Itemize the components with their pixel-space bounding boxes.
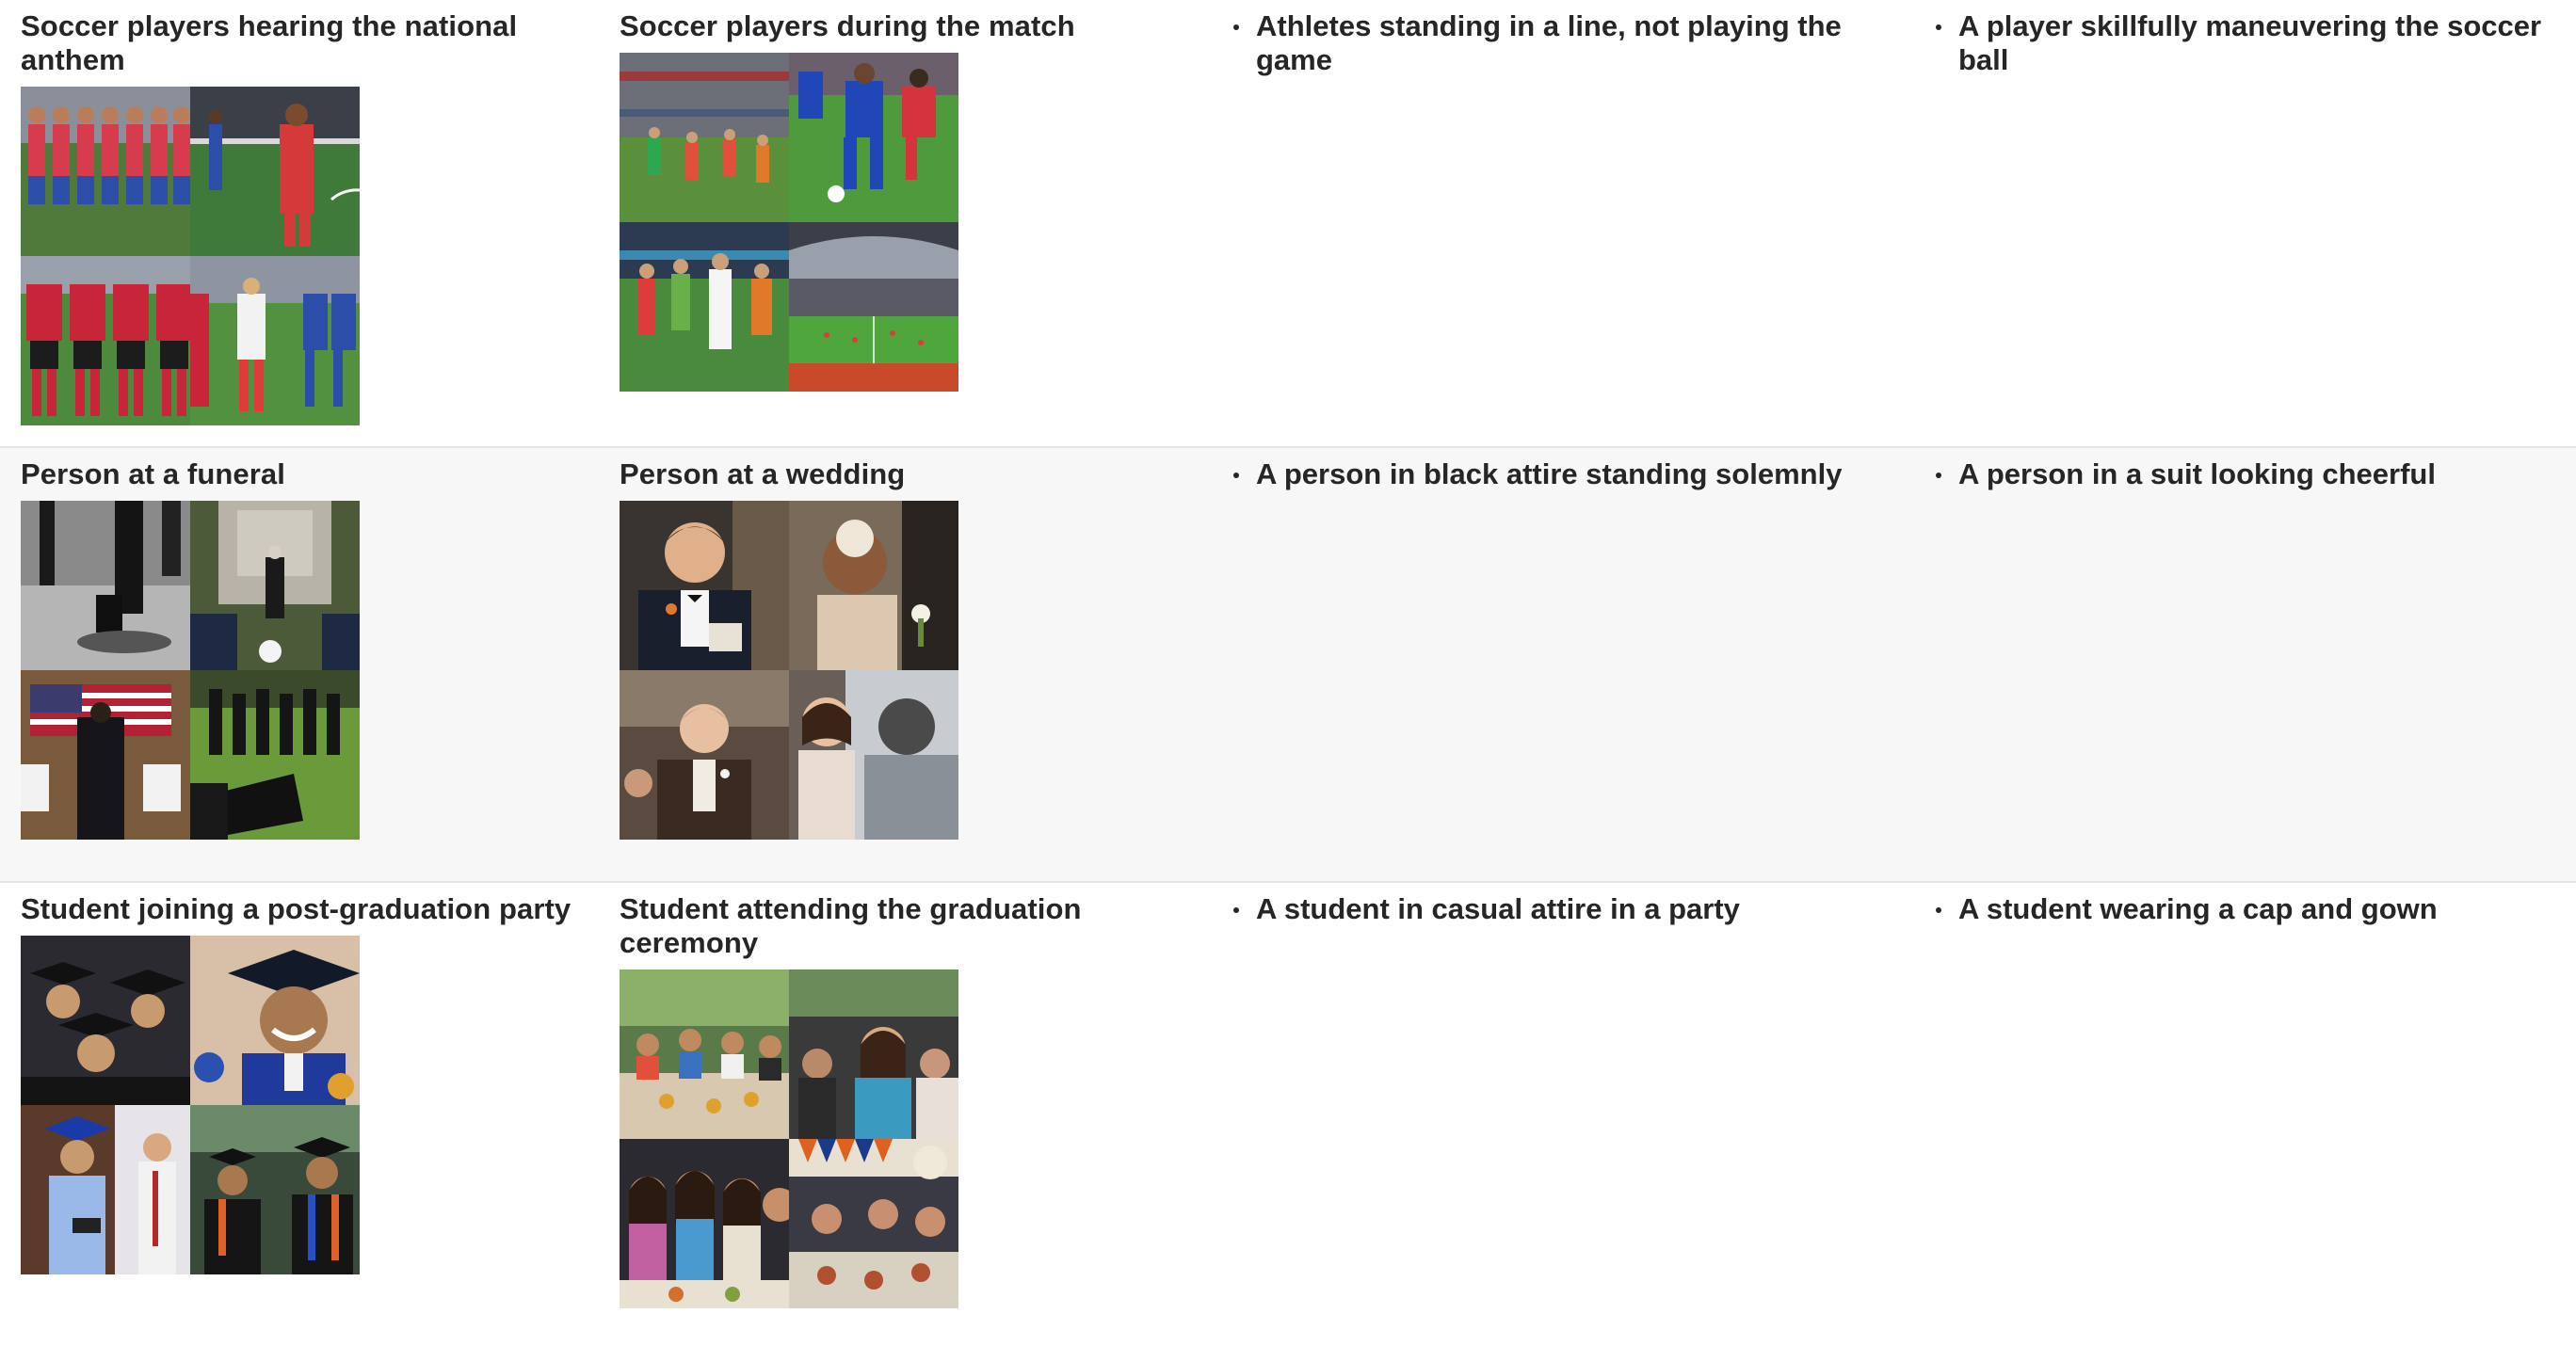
party-friends-image [789, 969, 958, 1139]
bullet-item: A student in casual attire in a party [1233, 892, 1892, 926]
wedding-bride-image [789, 501, 958, 670]
soccer-team-stand-image [190, 256, 360, 425]
column-2-cell: Student attending the graduation ceremon… [620, 892, 1203, 1308]
column-4-cell: A student wearing a cap and gown [1936, 892, 2567, 926]
image-grid [21, 501, 360, 840]
bullet-item: A person in black attire standing solemn… [1233, 457, 1892, 491]
column-4-cell: A person in a suit looking cheerful [1936, 457, 2567, 491]
column-1-cell: Student joining a post-graduation party [21, 892, 604, 1274]
bullet-item: A student wearing a cap and gown [1936, 892, 2567, 926]
soccer-line-back-image [21, 256, 190, 425]
image-grid [620, 53, 958, 392]
wedding-groom-image [620, 501, 789, 670]
party-table-image [620, 969, 789, 1139]
bullet-item: A person in a suit looking cheerful [1936, 457, 2567, 491]
table-row: Person at a funeral [0, 448, 2576, 883]
graduate-diploma-image [21, 1105, 190, 1274]
funeral-memorial-image [190, 501, 360, 670]
bullet-text: A person in black attire standing solemn… [1256, 457, 1843, 490]
bullet-text: A player skillfully maneuvering the socc… [1958, 9, 2542, 76]
image-grid [21, 936, 360, 1274]
bullet-dot-icon [1233, 24, 1239, 30]
wedding-couple-image [789, 670, 958, 840]
bullet-dot-icon [1233, 907, 1239, 913]
column-1-cell: Person at a funeral [21, 457, 604, 840]
funeral-mourners-image [21, 501, 190, 670]
soccer-anthem-image [190, 87, 360, 256]
funeral-graveside-image [190, 670, 360, 840]
bullet-dot-icon [1936, 24, 1941, 30]
row-title: Person at a wedding [620, 457, 906, 490]
funeral-flag-casket-image [21, 670, 190, 840]
graduates-seated-image [190, 1105, 360, 1274]
row-title: Student attending the graduation ceremon… [620, 892, 1082, 959]
column-1-cell: Soccer players hearing the national anth… [21, 9, 604, 425]
soccer-dribble-image [789, 53, 958, 222]
party-dinner-image [789, 1139, 958, 1308]
column-2-cell: Person at a wedding [620, 457, 1203, 840]
image-grid [620, 501, 958, 840]
bullet-text: Athletes standing in a line, not playing… [1256, 9, 1842, 76]
bullet-text: A student in casual attire in a party [1256, 892, 1740, 925]
bullet-dot-icon [1936, 907, 1941, 913]
table-row: Student joining a post-graduation party [0, 883, 2576, 1346]
bullet-item: Athletes standing in a line, not playing… [1233, 9, 1892, 77]
image-grid [620, 969, 958, 1308]
row-title: Soccer players hearing the national anth… [21, 9, 518, 76]
bullet-text: A person in a suit looking cheerful [1958, 457, 2436, 490]
row-title: Soccer players during the match [620, 9, 1075, 42]
graduate-smiling-image [190, 936, 360, 1105]
bullet-dot-icon [1936, 473, 1941, 478]
soccer-lineup-image [21, 87, 190, 256]
graduates-group-image [21, 936, 190, 1105]
column-4-cell: A player skillfully maneuvering the socc… [1936, 9, 2567, 77]
bullet-dot-icon [1233, 473, 1239, 478]
wedding-guest-image [620, 670, 789, 840]
soccer-stadium-wide-image [789, 222, 958, 392]
bullet-text: A student wearing a cap and gown [1958, 892, 2438, 925]
table-row: Soccer players hearing the national anth… [0, 0, 2576, 448]
row-title: Student joining a post-graduation party [21, 892, 572, 925]
soccer-field-players-image [620, 222, 789, 392]
party-selfie-image [620, 1139, 789, 1308]
soccer-stadium-play-image [620, 53, 789, 222]
column-2-cell: Soccer players during the match [620, 9, 1203, 392]
row-title: Person at a funeral [21, 457, 285, 490]
column-3-cell: Athletes standing in a line, not playing… [1233, 9, 1892, 77]
column-3-cell: A student in casual attire in a party [1233, 892, 1892, 926]
bullet-item: A player skillfully maneuvering the socc… [1936, 9, 2567, 77]
column-3-cell: A person in black attire standing solemn… [1233, 457, 1892, 491]
image-grid [21, 87, 360, 425]
